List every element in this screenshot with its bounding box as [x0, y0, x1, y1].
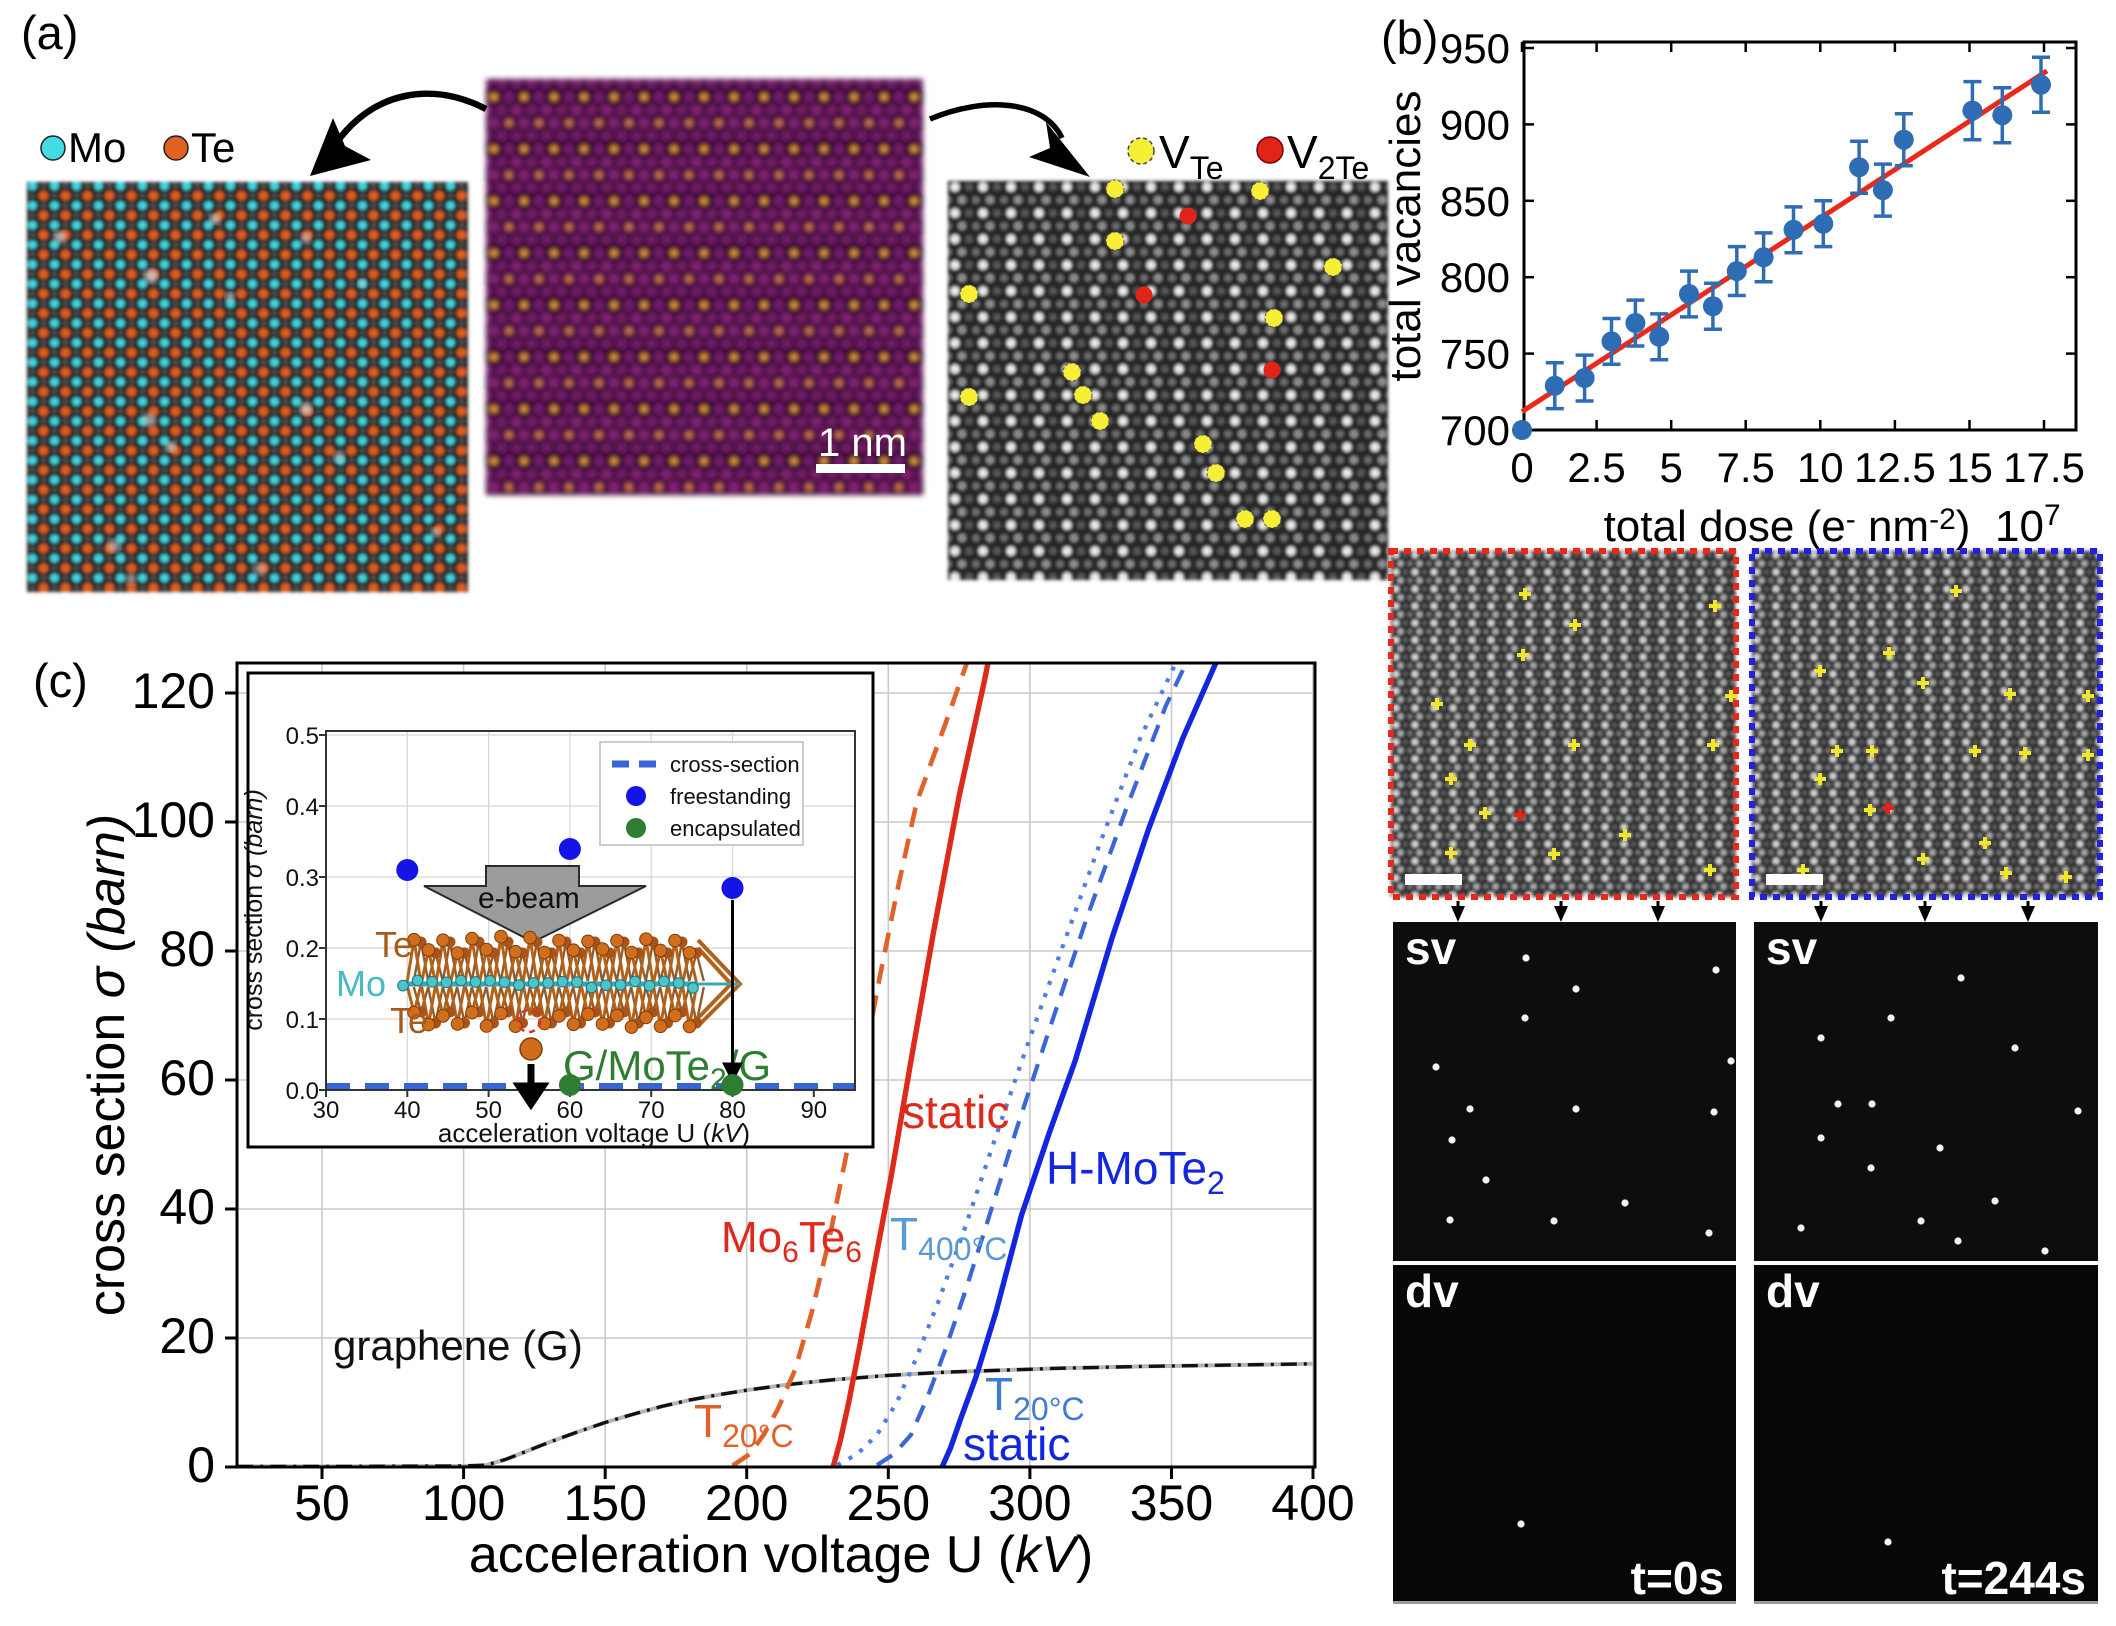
svg-text:7.5: 7.5	[1717, 444, 1775, 491]
svg-text:e-beam: e-beam	[478, 882, 580, 915]
svg-text:150: 150	[563, 1475, 646, 1531]
svg-text:sv: sv	[1405, 922, 1457, 974]
svg-text:graphene (G): graphene (G)	[333, 1322, 583, 1369]
svg-text:0.1: 0.1	[286, 1007, 319, 1034]
svg-text:dv: dv	[1766, 1265, 1820, 1317]
svg-text:40: 40	[159, 1179, 215, 1235]
svg-text:50: 50	[475, 1097, 502, 1124]
svg-text:60: 60	[557, 1097, 584, 1124]
svg-text:700: 700	[1440, 407, 1510, 454]
svg-text:Te: Te	[390, 1000, 428, 1041]
svg-text:dv: dv	[1405, 1265, 1459, 1317]
svg-text:cross-section: cross-section	[670, 752, 800, 777]
svg-text:17.5: 17.5	[2003, 444, 2085, 491]
svg-text:250: 250	[847, 1475, 930, 1531]
svg-text:Te: Te	[191, 124, 235, 171]
svg-text:acceleration voltage U (kV): acceleration voltage U (kV)	[469, 1526, 1093, 1584]
svg-text:100: 100	[422, 1475, 505, 1531]
svg-text:20: 20	[159, 1308, 215, 1364]
svg-text:Mo: Mo	[336, 963, 386, 1004]
svg-text:300: 300	[988, 1475, 1071, 1531]
svg-text:50: 50	[294, 1475, 350, 1531]
svg-text:80: 80	[159, 921, 215, 977]
svg-text:1 nm: 1 nm	[818, 421, 907, 465]
svg-text:0.5: 0.5	[286, 723, 319, 750]
svg-text:400: 400	[1271, 1475, 1354, 1531]
svg-text:sv: sv	[1766, 922, 1818, 974]
svg-text:static: static	[963, 1418, 1070, 1470]
svg-text:800: 800	[1440, 254, 1510, 301]
svg-text:freestanding: freestanding	[670, 784, 791, 809]
svg-text:80: 80	[719, 1097, 746, 1124]
svg-text:120: 120	[132, 663, 215, 719]
svg-text:5: 5	[1660, 444, 1683, 491]
svg-text:2.5: 2.5	[1567, 444, 1625, 491]
svg-text:Mo: Mo	[68, 124, 126, 171]
svg-text:encapsulated: encapsulated	[670, 816, 801, 841]
svg-text:107: 107	[1995, 499, 2061, 551]
svg-text:100: 100	[132, 792, 215, 848]
svg-text:t=244s: t=244s	[1941, 1552, 2086, 1604]
svg-text:350: 350	[1130, 1475, 1213, 1531]
svg-text:0: 0	[187, 1437, 215, 1493]
svg-text:30: 30	[313, 1097, 340, 1124]
svg-text:t=0s: t=0s	[1631, 1552, 1724, 1604]
svg-text:900: 900	[1440, 101, 1510, 148]
svg-text:200: 200	[705, 1475, 788, 1531]
svg-text:VTe: VTe	[1159, 126, 1223, 186]
svg-text:H-MoTe2: H-MoTe2	[1046, 1142, 1225, 1201]
svg-text:0.3: 0.3	[286, 865, 319, 892]
svg-text:T20°C: T20°C	[985, 1368, 1085, 1427]
svg-text:0.2: 0.2	[286, 936, 319, 963]
svg-text:10: 10	[1797, 444, 1844, 491]
svg-text:950: 950	[1440, 25, 1510, 72]
svg-text:(a): (a)	[21, 6, 78, 59]
svg-text:total vacancies: total vacancies	[1381, 90, 1430, 381]
svg-text:(b): (b)	[1381, 11, 1438, 64]
svg-text:60: 60	[159, 1050, 215, 1106]
svg-text:cross section σ (barn): cross section σ (barn)	[240, 789, 268, 1031]
svg-text:750: 750	[1440, 331, 1510, 378]
svg-text:(c): (c)	[33, 654, 88, 707]
svg-text:static: static	[902, 1086, 1009, 1138]
svg-text:cross section σ (barn): cross section σ (barn)	[78, 814, 136, 1316]
svg-text:0.0: 0.0	[286, 1078, 319, 1105]
svg-text:0.4: 0.4	[286, 794, 319, 821]
svg-text:Te: Te	[375, 924, 413, 965]
svg-text:15: 15	[1946, 444, 1993, 491]
svg-text:90: 90	[800, 1097, 827, 1124]
svg-text:12.5: 12.5	[1854, 444, 1936, 491]
svg-text:0: 0	[1510, 444, 1533, 491]
svg-text:850: 850	[1440, 178, 1510, 225]
svg-text:acceleration voltage U (kV): acceleration voltage U (kV)	[438, 1118, 750, 1148]
svg-text:70: 70	[638, 1097, 665, 1124]
svg-text:40: 40	[394, 1097, 421, 1124]
svg-text:V2Te: V2Te	[1287, 126, 1369, 186]
svg-text:total dose (e- nm-2): total dose (e- nm-2)	[1604, 502, 1971, 551]
